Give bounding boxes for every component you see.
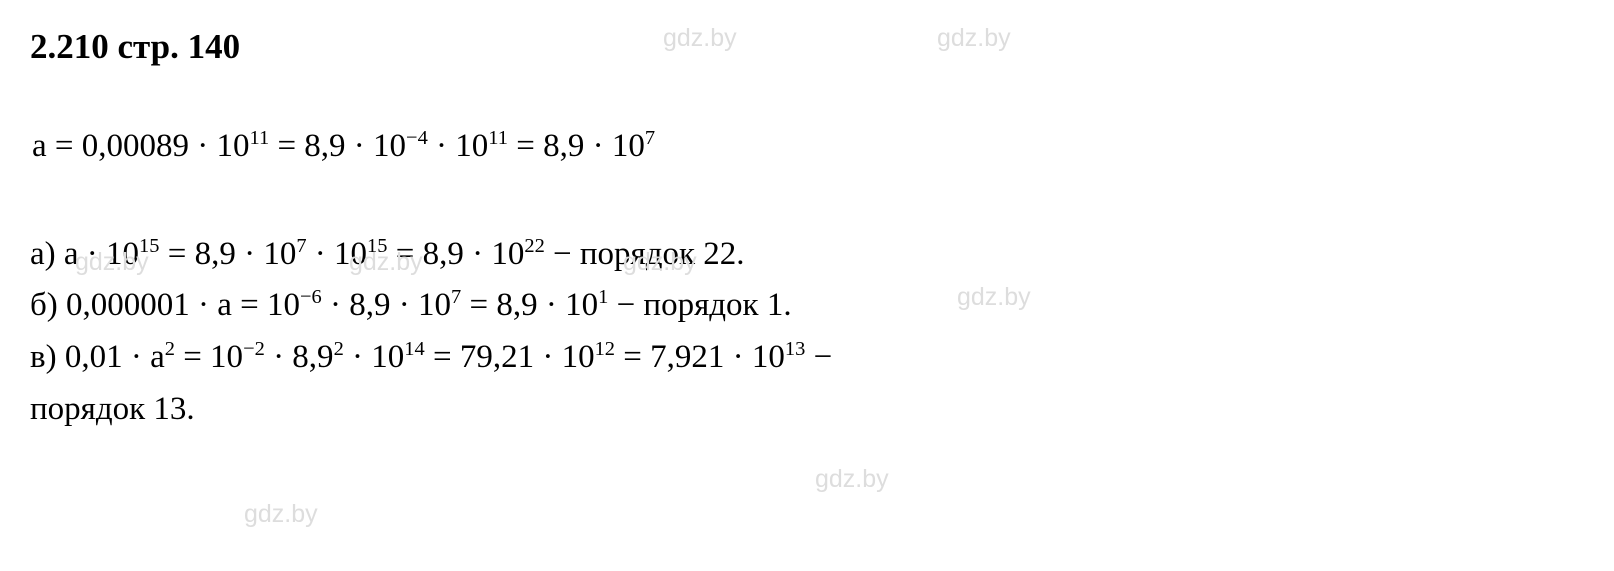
exponent: −4	[406, 127, 428, 149]
equation-part-b: б) 0,000001 · a = 10−6 · 8,9 · 107 = 8,9…	[30, 282, 1584, 330]
label: б)	[30, 287, 66, 323]
text: − порядок 22.	[545, 236, 745, 272]
text: −	[805, 339, 832, 375]
exponent: 7	[296, 235, 306, 257]
exponent: 14	[404, 338, 424, 360]
text: 0,01 · a	[65, 339, 165, 375]
exponent: 11	[250, 127, 270, 149]
equation-part-c-line1: в) 0,01 · a2 = 10−2 · 8,92 · 1014 = 79,2…	[30, 334, 1584, 382]
text: = 8,9 · 10	[461, 287, 598, 323]
text: = 8,9 · 10	[387, 236, 524, 272]
exponent: 15	[367, 235, 387, 257]
label: в)	[30, 339, 65, 375]
text: = 7,921 · 10	[615, 339, 785, 375]
page-title: 2.210 стр. 140	[30, 22, 240, 73]
watermark: gdz.by	[815, 465, 889, 494]
text: = 8,9 · 10	[159, 236, 296, 272]
equation-part-c-line2: порядок 13.	[30, 386, 1584, 434]
text: − порядок 1.	[608, 287, 791, 323]
watermark: gdz.by	[244, 500, 318, 529]
text: · 8,9 · 10	[322, 287, 451, 323]
text: 0,000001 · a = 10	[66, 287, 300, 323]
exponent: 15	[139, 235, 159, 257]
equation-part-a: а) a · 1015 = 8,9 · 107 · 1015 = 8,9 · 1…	[30, 231, 1584, 279]
exponent: 11	[488, 127, 508, 149]
exponent: 2	[334, 338, 344, 360]
text: a · 10	[64, 236, 139, 272]
exponent: 22	[524, 235, 544, 257]
text: a = 0,00089 · 10	[32, 128, 250, 164]
exponent: 7	[451, 286, 461, 308]
exponent: −2	[243, 338, 265, 360]
text: · 10	[428, 128, 489, 164]
text: = 79,21 · 10	[425, 339, 595, 375]
equation-a-definition: a = 0,00089 · 1011 = 8,9 · 10−4 · 1011 =…	[30, 123, 1584, 171]
exponent: 7	[645, 127, 655, 149]
exponent: 12	[595, 338, 615, 360]
text: · 8,9	[265, 339, 334, 375]
text: = 8,9 · 10	[269, 128, 406, 164]
text: порядок 13.	[30, 391, 195, 427]
text: = 10	[175, 339, 243, 375]
text: · 10	[307, 236, 368, 272]
exponent: −6	[300, 286, 322, 308]
exponent: 13	[785, 338, 805, 360]
label: а)	[30, 236, 64, 272]
text: = 8,9 · 10	[508, 128, 645, 164]
text: · 10	[344, 339, 405, 375]
exponent: 2	[165, 338, 175, 360]
exponent: 1	[598, 286, 608, 308]
